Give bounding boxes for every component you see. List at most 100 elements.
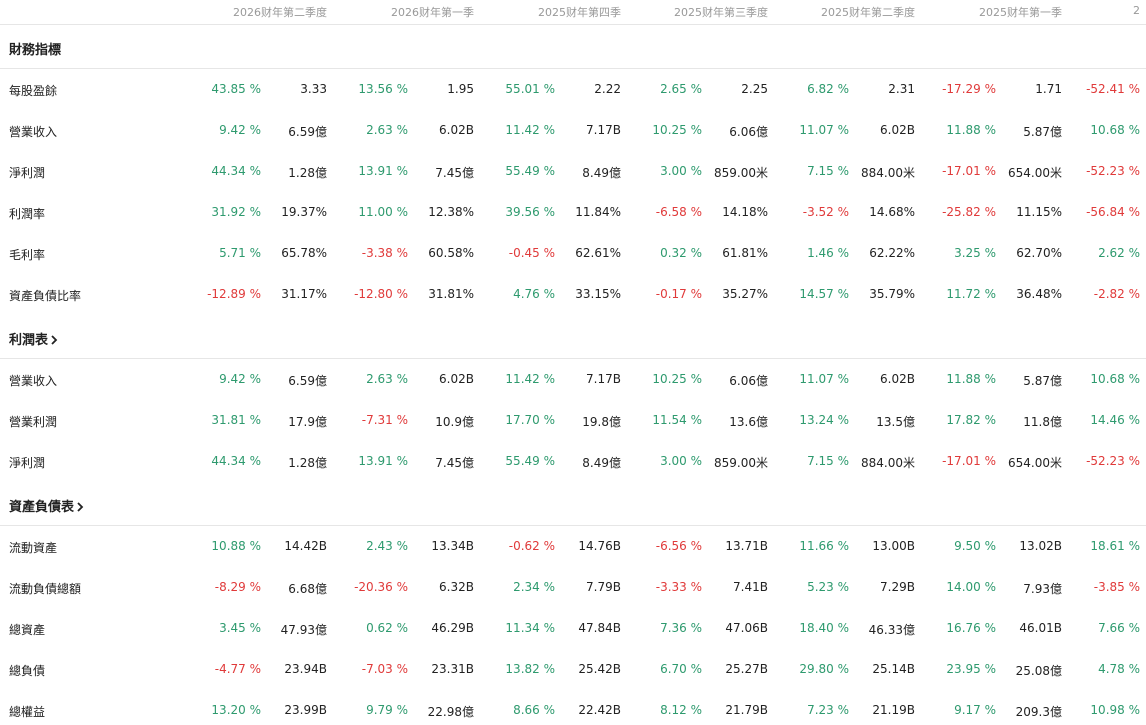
metric-value: 7.79B (586, 580, 621, 594)
change-percent: 13.91 % (358, 164, 408, 178)
section-title: 財務指標 (9, 39, 61, 58)
change-percent: 44.34 % (211, 164, 261, 178)
period-header: 2 (1133, 4, 1140, 17)
change-percent: 2.65 % (660, 82, 702, 96)
metric-value: 6.06億 (729, 125, 768, 139)
section-title-text: 利潤表 (9, 333, 49, 348)
change-percent: 9.42 % (219, 123, 261, 137)
change-percent: 14.00 % (946, 580, 996, 594)
change-percent: 2.62 % (1098, 246, 1140, 260)
metric-value: 13.6億 (729, 415, 768, 429)
metric-value: 8.49億 (582, 166, 621, 180)
change-percent: 13.24 % (799, 413, 849, 427)
metric-value: 13.5億 (876, 415, 915, 429)
change-percent: -20.36 % (354, 580, 408, 594)
metric-value: 23.31B (431, 662, 474, 676)
change-percent: 29.80 % (799, 662, 849, 676)
change-percent: -25.82 % (942, 205, 996, 219)
metric-value: 25.27B (725, 662, 768, 676)
metric-value: 6.32B (439, 580, 474, 594)
metric-value: 7.41B (733, 580, 768, 594)
table-row: 總負債 -4.77 % 23.94B -7.03 % 23.31B 13.82 % 25.4… (0, 649, 1146, 690)
metric-value: 2.22 (594, 82, 621, 96)
section-header[interactable]: 資產負債表 (0, 482, 1146, 526)
change-percent: 43.85 % (211, 82, 261, 96)
metric-value: 46.29B (431, 621, 474, 635)
table-row: 總權益 13.20 % 23.99B 9.79 % 22.98億 8.66 % 22.42B… (0, 690, 1146, 725)
metric-value: 60.58% (428, 246, 474, 260)
section-title[interactable]: 資產負債表 (9, 496, 84, 515)
change-percent: 9.42 % (219, 372, 261, 386)
row-label: 營業收入 (9, 125, 58, 139)
metric-value: 13.71B (725, 539, 768, 553)
metric-value: 654.00米 (1008, 456, 1062, 470)
table-row: 資產負債比率 -12.89 % 31.17% -12.80 % 31.81% 4.76 %… (0, 274, 1146, 315)
metric-value: 33.15% (575, 287, 621, 301)
period-header: 2025财年第四季 (538, 6, 621, 19)
section-header: 財務指標 (0, 25, 1146, 69)
metric-value: 7.17B (586, 123, 621, 137)
metric-value: 25.42B (578, 662, 621, 676)
chevron-right-icon (50, 333, 58, 348)
chevron-right-icon (76, 500, 84, 515)
metric-value: 6.02B (439, 372, 474, 386)
section-title[interactable]: 利潤表 (9, 329, 58, 348)
metric-value: 19.37% (281, 205, 327, 219)
metric-value: 654.00米 (1008, 166, 1062, 180)
change-percent: 9.50 % (954, 539, 996, 553)
metric-value: 61.81% (722, 246, 768, 260)
metric-value: 11.84% (575, 205, 621, 219)
metric-value: 1.71 (1035, 82, 1062, 96)
section-title-text: 資產負債表 (9, 500, 75, 515)
metric-value: 25.14B (872, 662, 915, 676)
change-percent: 55.01 % (505, 82, 555, 96)
change-percent: 10.88 % (211, 539, 261, 553)
metric-value: 3.33 (300, 82, 327, 96)
metric-value: 31.17% (281, 287, 327, 301)
row-label: 營業利潤 (9, 415, 58, 429)
row-label: 流動資產 (9, 541, 58, 555)
change-percent: 2.63 % (366, 123, 408, 137)
change-percent: 6.82 % (807, 82, 849, 96)
change-percent: 9.79 % (366, 703, 408, 717)
metric-value: 7.17B (586, 372, 621, 386)
change-percent: 6.70 % (660, 662, 702, 676)
change-percent: -2.82 % (1093, 287, 1140, 301)
change-percent: 4.76 % (513, 287, 555, 301)
change-percent: 10.98 % (1090, 703, 1140, 717)
change-percent: 11.66 % (799, 539, 849, 553)
change-percent: 10.68 % (1090, 123, 1140, 137)
change-percent: 11.72 % (946, 287, 996, 301)
change-percent: -3.52 % (802, 205, 849, 219)
change-percent: -0.62 % (508, 539, 555, 553)
metric-value: 6.59億 (288, 374, 327, 388)
change-percent: 14.57 % (799, 287, 849, 301)
change-percent: -52.41 % (1086, 82, 1140, 96)
change-percent: -56.84 % (1086, 205, 1140, 219)
change-percent: 10.25 % (652, 372, 702, 386)
change-percent: 11.34 % (505, 621, 555, 635)
section-header[interactable]: 利潤表 (0, 315, 1146, 359)
period-header: 2025财年第一季 (979, 6, 1062, 19)
change-percent: -52.23 % (1086, 164, 1140, 178)
row-label: 利潤率 (9, 207, 46, 221)
table-row: 毛利率 5.71 % 65.78% -3.38 % 60.58% -0.45 % 62.61… (0, 233, 1146, 274)
change-percent: 13.82 % (505, 662, 555, 676)
change-percent: 17.70 % (505, 413, 555, 427)
metric-value: 13.34B (431, 539, 474, 553)
metric-value: 7.93億 (1023, 582, 1062, 596)
metric-value: 8.49億 (582, 456, 621, 470)
table-row: 總資產 3.45 % 47.93億 0.62 % 46.29B 11.34 % 47.84B… (0, 608, 1146, 649)
change-percent: -3.85 % (1093, 580, 1140, 594)
change-percent: 55.49 % (505, 454, 555, 468)
change-percent: 17.82 % (946, 413, 996, 427)
period-header: 2025财年第二季度 (821, 6, 915, 19)
metric-value: 11.15% (1016, 205, 1062, 219)
change-percent: 7.15 % (807, 164, 849, 178)
change-percent: 7.36 % (660, 621, 702, 635)
metric-value: 21.79B (725, 703, 768, 717)
period-header: 2025财年第三季度 (674, 6, 768, 19)
metric-value: 46.01B (1019, 621, 1062, 635)
metric-value: 14.76B (578, 539, 621, 553)
